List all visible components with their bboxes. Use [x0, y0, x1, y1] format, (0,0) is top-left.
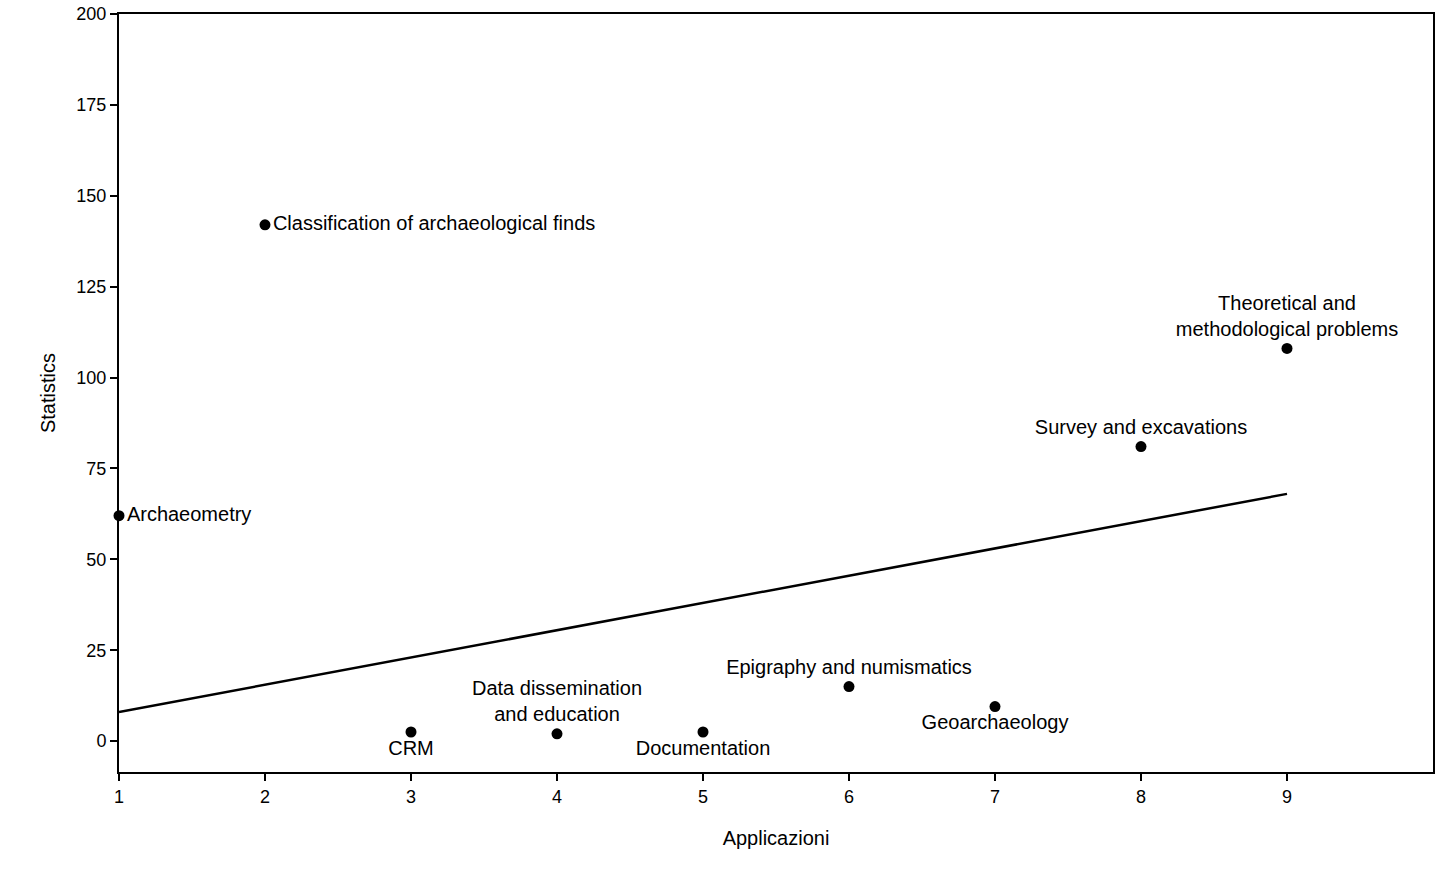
- svg-text:Archaeometry: Archaeometry: [127, 503, 252, 525]
- svg-text:175: 175: [76, 95, 106, 115]
- svg-text:150: 150: [76, 186, 106, 206]
- svg-text:Statistics: Statistics: [37, 353, 59, 433]
- svg-text:100: 100: [76, 368, 106, 388]
- svg-text:200: 200: [76, 4, 106, 24]
- svg-text:25: 25: [86, 641, 106, 661]
- svg-text:Epigraphy and numismatics: Epigraphy and numismatics: [726, 656, 972, 678]
- svg-text:Geoarchaeology: Geoarchaeology: [922, 711, 1069, 733]
- svg-text:125: 125: [76, 277, 106, 297]
- svg-text:0: 0: [96, 731, 106, 751]
- svg-text:8: 8: [1136, 787, 1146, 807]
- svg-text:4: 4: [552, 787, 562, 807]
- svg-text:Data disseminationand educatio: Data disseminationand education: [472, 677, 642, 725]
- svg-text:7: 7: [990, 787, 1000, 807]
- svg-text:75: 75: [86, 459, 106, 479]
- svg-text:Theoretical andmethodological: Theoretical andmethodological problems: [1176, 292, 1398, 340]
- svg-text:CRM: CRM: [388, 737, 434, 759]
- svg-text:Applicazioni: Applicazioni: [723, 827, 830, 849]
- svg-text:5: 5: [698, 787, 708, 807]
- svg-text:6: 6: [844, 787, 854, 807]
- svg-text:2: 2: [260, 787, 270, 807]
- svg-text:Documentation: Documentation: [636, 737, 771, 759]
- svg-text:3: 3: [406, 787, 416, 807]
- svg-text:Classification of archaeologic: Classification of archaeological finds: [273, 212, 595, 234]
- svg-text:Survey and excavations: Survey and excavations: [1035, 416, 1247, 438]
- svg-text:1: 1: [114, 787, 124, 807]
- svg-text:50: 50: [86, 550, 106, 570]
- svg-text:9: 9: [1282, 787, 1292, 807]
